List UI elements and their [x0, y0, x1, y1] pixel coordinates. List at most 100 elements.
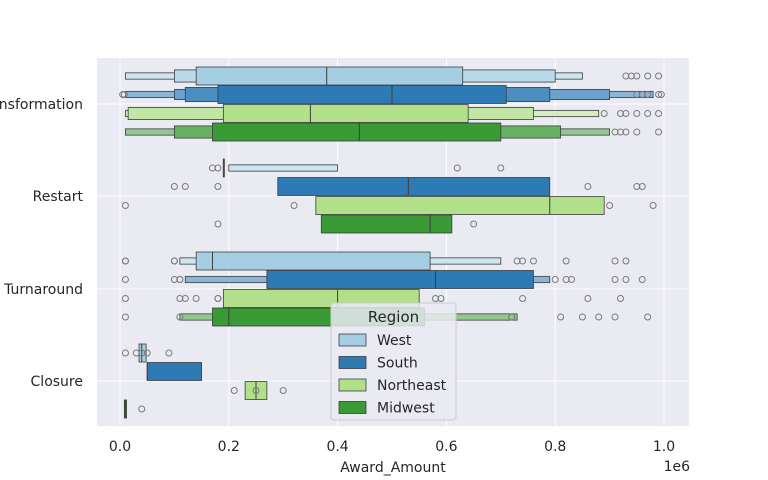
x-axis-label: Award_Amount [340, 460, 446, 476]
boxen-south-0 [119, 85, 665, 104]
legend-label-northeast: Northeast [377, 378, 447, 394]
outlier-west-2-1 [121, 257, 129, 265]
outlier-northeast-0-4 [644, 110, 652, 117]
boxen-box-south-1-0 [277, 177, 551, 196]
legend-swatch-west [338, 333, 367, 347]
legend-label-south: South [377, 356, 418, 372]
boxen-box-midwest-0-2 [212, 122, 502, 142]
outlier-northeast-0-2 [622, 110, 630, 117]
boxen-box-south-2-1 [266, 270, 534, 289]
outlier-northeast-0-0 [600, 110, 608, 117]
outlier-midwest-2-3 [557, 313, 565, 321]
outlier-midwest-2-7 [644, 313, 652, 321]
outlier-south-2-5 [562, 276, 570, 283]
outlier-west-0-0 [622, 72, 630, 80]
outlier-northeast-2-2 [181, 295, 189, 302]
boxen-box-west-2-1 [195, 251, 431, 271]
x-axis-offset-label: 1e6 [664, 459, 691, 475]
outlier-west-1-3 [497, 164, 505, 172]
outlier-south-2-9 [638, 276, 646, 283]
outlier-midwest-2-5 [595, 313, 603, 321]
legend-title: Region [368, 308, 419, 326]
x-tick-label-4: 0.8 [544, 439, 566, 455]
outlier-south-1-4 [633, 183, 641, 190]
outlier-northeast-2-3 [192, 295, 200, 302]
outlier-midwest-2-6 [611, 313, 619, 321]
boxen-box-northeast-1-0 [315, 196, 605, 215]
outlier-northeast-1-2 [606, 202, 614, 209]
outlier-south-0-3 [638, 91, 646, 98]
outlier-south-2-6 [568, 276, 576, 283]
outlier-midwest-2-0 [121, 313, 129, 321]
outlier-west-2-9 [622, 257, 630, 265]
y-tick-label-0: nsformation [0, 97, 83, 113]
outlier-west-2-3 [170, 257, 178, 265]
outlier-northeast-2-6 [432, 295, 440, 302]
outlier-south-0-1 [120, 91, 128, 98]
boxen-west-2 [121, 251, 630, 271]
outlier-south-1-3 [584, 183, 592, 190]
boxen-west-0 [125, 66, 663, 86]
x-tick-label-2: 0.4 [326, 439, 348, 455]
outlier-west-2-8 [611, 257, 619, 265]
outlier-midwest-0-3 [633, 128, 641, 136]
outlier-northeast-1-1 [290, 202, 298, 209]
outlier-midwest-1-1 [470, 220, 478, 228]
outlier-south-2-0 [121, 276, 129, 283]
y-axis-ticks: nsformation Restart Turnaround Closure [0, 97, 84, 390]
outlier-south-2-4 [551, 276, 559, 283]
outlier-midwest-1-0 [214, 220, 222, 228]
legend-label-west: West [377, 333, 412, 349]
outlier-south-0-6 [657, 91, 665, 98]
outlier-west-0-3 [644, 72, 652, 80]
legend-swatch-south [338, 356, 367, 369]
outlier-south-1-0 [170, 183, 178, 190]
x-tick-label-3: 0.6 [435, 439, 457, 455]
boxen-south-3 [146, 362, 202, 381]
boxen-south-1 [170, 177, 646, 196]
outlier-south-1-1 [181, 183, 189, 190]
outlier-west-3-0 [121, 349, 129, 357]
outlier-south-2-3 [176, 276, 184, 283]
outlier-west-3-2 [138, 349, 146, 357]
legend: Region West South Northeast Midwest [330, 302, 457, 421]
outlier-northeast-0-1 [616, 110, 624, 117]
outlier-south-0-5 [655, 91, 663, 98]
x-tick-label-0: 0.0 [109, 439, 131, 455]
boxen-west-1 [208, 158, 505, 178]
boxen-box-midwest-1-0 [320, 214, 453, 234]
outlier-west-3-4 [165, 349, 173, 357]
x-tick-label-1: 0.2 [218, 439, 240, 455]
outlier-west-3-3 [143, 349, 151, 357]
outlier-northeast-2-5 [214, 295, 222, 302]
outlier-west-2-4 [513, 257, 521, 265]
boxen-northeast-3 [230, 381, 287, 400]
boxen-midwest-1 [214, 214, 478, 234]
outlier-midwest-2-4 [578, 313, 586, 321]
outlier-west-0-2 [633, 72, 641, 80]
outlier-south-2-8 [622, 276, 630, 283]
boxen-northeast-1 [121, 196, 657, 215]
outlier-west-3-1 [132, 349, 140, 357]
outlier-midwest-0-4 [655, 128, 663, 136]
legend-label-midwest: Midwest [377, 401, 435, 417]
outlier-midwest-0-0 [611, 128, 619, 136]
outlier-northeast-2-0 [121, 295, 129, 302]
outlier-northeast-0-5 [655, 110, 663, 117]
boxen-midwest-0 [125, 122, 663, 142]
y-tick-label-2: Turnaround [3, 282, 83, 298]
outlier-northeast-2-7 [437, 295, 445, 302]
outlier-northeast-2-10 [616, 295, 624, 302]
boxen-box-west-0-2 [195, 66, 464, 86]
outlier-south-2-1 [170, 276, 178, 283]
outlier-west-2-5 [519, 257, 527, 265]
outlier-midwest-2-1 [176, 313, 184, 321]
outlier-northeast-1-3 [649, 202, 657, 209]
outlier-west-2-6 [529, 257, 537, 265]
outlier-south-1-2 [214, 183, 222, 190]
boxen-west-3 [121, 343, 173, 363]
outlier-west-1-2 [453, 164, 461, 172]
outlier-west-0-4 [655, 72, 663, 80]
y-tick-label-3: Closure [31, 374, 83, 390]
boxen-midwest-3 [123, 399, 146, 419]
